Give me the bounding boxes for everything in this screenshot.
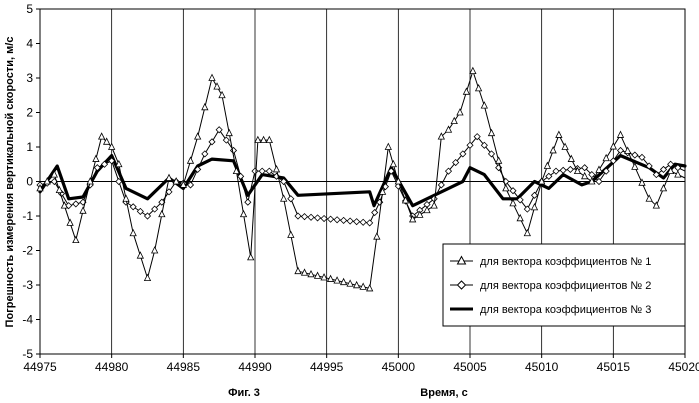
- y-axis-ticks: 5 4 3 2 1 0 -1 -2 -3 -4 -5: [22, 2, 40, 361]
- y-tick-label: 0: [26, 175, 33, 189]
- x-tick-label: 45000: [382, 360, 416, 374]
- y-tick-label: -3: [22, 278, 33, 292]
- x-tick-label: 45005: [453, 360, 487, 374]
- x-tick-label: 44990: [238, 360, 272, 374]
- y-tick-label: 3: [26, 71, 33, 85]
- figure-caption: Фиг. 3: [228, 387, 260, 399]
- y-tick-label: -4: [22, 313, 33, 327]
- legend-label-1: для вектора коэффициентов № 1: [480, 256, 651, 268]
- y-tick-label: 1: [26, 140, 33, 154]
- y-tick-label: -5: [22, 347, 33, 361]
- legend-label-2: для вектора коэффициентов № 2: [480, 280, 651, 292]
- y-tick-label: 2: [26, 106, 33, 120]
- x-tick-label: 44995: [310, 360, 344, 374]
- x-axis-ticks: 44975 44980 44985 44990 44995 45000 45005 45010…: [23, 354, 699, 374]
- y-axis-label: Погрешность измерения вертикальной скоро…: [4, 37, 16, 328]
- x-tick-label: 45015: [597, 360, 631, 374]
- x-axis-label: Время, с: [420, 387, 467, 399]
- legend: для вектора коэффициентов № 1 для вектор…: [443, 244, 685, 326]
- y-tick-label: 4: [26, 37, 33, 51]
- x-tick-label: 44980: [95, 360, 129, 374]
- legend-label-3: для вектора коэффициентов № 3: [480, 304, 651, 316]
- y-tick-label: -2: [22, 244, 33, 258]
- x-tick-label: 45010: [525, 360, 559, 374]
- x-tick-label: 44985: [167, 360, 201, 374]
- x-tick-label: 44975: [23, 360, 57, 374]
- x-tick-label: 45020: [668, 360, 699, 374]
- y-tick-label: -1: [22, 209, 33, 223]
- y-tick-label: 5: [26, 2, 33, 16]
